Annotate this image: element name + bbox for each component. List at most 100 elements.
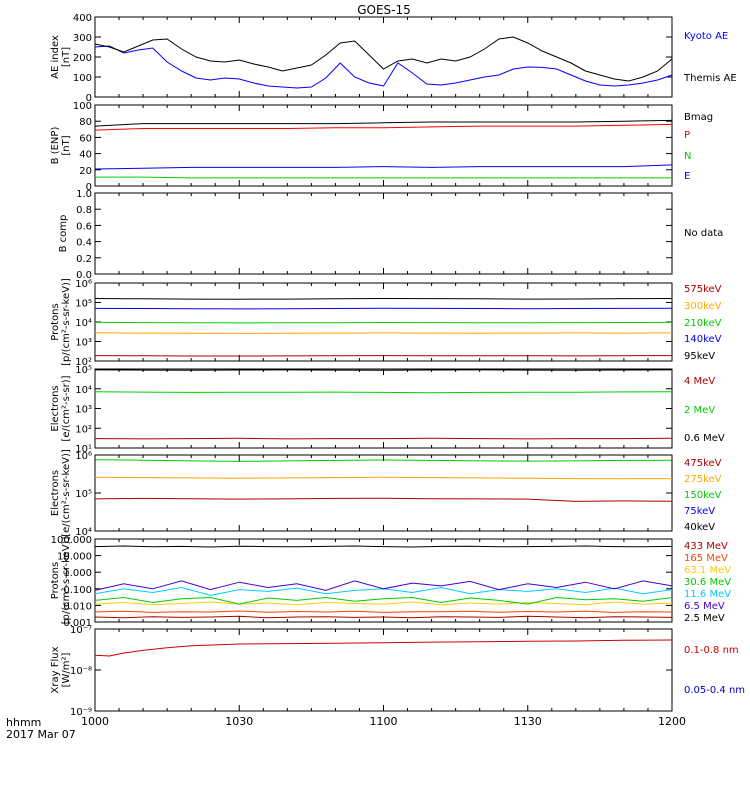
y-tick-label: 1.000 [63,568,92,579]
y-tick-label: 40 [79,150,92,161]
series-line-0-1-0-8-nm [94,639,673,657]
series-line-210kev [94,321,673,324]
panel-protons1: 10²10³10⁴10⁵10⁶Protons[p/(cm²-s-sr-keV)]… [50,278,722,368]
series-line-e [94,164,673,170]
series-line-30-6-mev [94,596,673,605]
panel-frame [94,16,673,98]
legend-entry: 40keV [684,522,715,533]
time-axis: hhmm 2017 Mar 07 1000 1030 1100 1130 1200 [6,715,686,741]
y-tick-label: 100 [73,73,92,84]
legend-entry: 2.5 MeV [684,613,725,624]
y-axis-label-line: Xray Flux [50,646,61,693]
no-data-status: No data [684,228,723,239]
chart-title: GOES-15 [357,3,411,17]
y-tick-label: 10³ [75,405,92,416]
time-tick-label: 1200 [658,715,686,728]
series-line-275kev [94,476,673,480]
legend-entry: 0.1-0.8 nm [684,645,739,656]
panel-frame [94,192,673,275]
legend-entry: P [684,130,690,141]
legend-entry: 575keV [684,284,722,295]
legend-entry: 30.6 MeV [684,577,731,588]
y-tick-label: 10¹ [75,444,92,455]
y-tick-label: 10⁴ [75,527,92,538]
series-line-63-1-mev [94,601,673,606]
legend-entry: 63.1 MeV [684,565,731,576]
y-tick-label: 0.010 [63,601,92,612]
legend-entry: 165 MeV [684,553,728,564]
y-tick-label: 0.001 [63,618,92,629]
y-tick-label: 300 [73,33,92,44]
y-tick-label: 10⁴ [75,385,92,396]
y-axis-label-line: [e/(cm²-s-sr-keV)] [61,449,72,537]
legend-entry: 0.05-0.4 nm [684,685,745,696]
y-tick-label: 0.4 [76,238,92,249]
time-tick-label: 1130 [514,715,542,728]
legend-entry: 2 MeV [684,405,715,416]
y-axis-label-line: [e/(cm²-s-sr)] [61,375,72,441]
y-tick-label: 60 [79,133,92,144]
y-tick-label: 0.100 [63,585,92,596]
y-axis-label: Xray Flux[W/m²] [50,646,72,693]
legend-entry: 0.6 MeV [684,433,725,444]
series-line-300kev [94,332,673,334]
legend-entry: E [684,171,690,182]
legend-entry: N [684,151,691,162]
legend-entry: 433 MeV [684,541,728,552]
y-axis-label: B comp [58,215,69,253]
time-tick-label: 1000 [81,715,109,728]
series-line-6-5-mev [94,580,673,591]
panel-xray: 10⁻⁹ 10⁻⁸ 10⁻⁷ Xray Flux[W/m²] 0.1-0.8 nm 0.0… [50,625,745,718]
y-tick-label: 100.000 [51,535,92,546]
y-tick-label: 80 [79,117,92,128]
time-axis-label-line1: hhmm [6,716,41,729]
y-tick-label: 10⁻⁸ [70,666,92,677]
y-axis-label-line: [nT] [61,47,72,67]
y-tick-label: 10⁶ [75,451,92,462]
panel-frame [94,104,673,187]
legend-entry: 150keV [684,490,722,501]
y-axis-label-line: Electrons [50,385,61,431]
y-tick-label: 10⁶ [75,279,92,290]
legend-entry: 4 MeV [684,376,715,387]
series-line-4-mev [94,437,673,440]
y-tick-label: 0.2 [76,254,92,265]
y-axis-label-line: [nT] [61,135,72,155]
series-line-2-mev [94,391,673,394]
legend-entry: 140keV [684,334,722,345]
y-tick-label: 0 [86,182,92,193]
legend-entry: Kyoto AE [684,31,728,42]
y-tick-label: 10³ [75,338,92,349]
panel-frame [94,282,673,362]
legend-entry: 475keV [684,458,722,469]
panel-bcomp: 0.0 0.2 0.4 0.6 0.8 1.0 B comp No data [58,189,723,281]
y-tick-label: 10⁵ [75,365,92,376]
y-axis-label-line: Protons [50,562,61,599]
series-line-n [95,176,672,179]
series-line-475kev [94,497,673,502]
y-tick-label: 400 [73,13,92,24]
panel-protons2: 0.001 0.010 0.100 1.000 10.000 100.000 Protons… [50,535,731,629]
y-axis-label-line: [W/m²] [61,652,72,687]
y-tick-label: 1.0 [76,189,92,200]
y-tick-label: 10.000 [57,552,92,563]
y-axis-label-line: Electrons [50,470,61,516]
series-line-2-5-mev [94,545,673,548]
legend-entry: 275keV [684,474,722,485]
legend-entry: Themis AE [683,73,737,84]
legend-entry: 11.6 MeV [684,589,731,600]
y-axis-label-line: B comp [58,215,69,253]
y-tick-label: 100 [73,101,92,112]
panel-frame [94,454,673,532]
series-line-165-mev [94,610,673,613]
y-tick-label: 10⁻⁹ [70,707,92,718]
legend-entry: 300keV [684,301,722,312]
y-tick-label: 0.8 [76,205,92,216]
time-axis-label-line2: 2017 Mar 07 [6,728,76,741]
y-axis-label: Electrons[e/(cm²-s-sr-keV)] [50,449,72,537]
series-line-themis-ae [94,36,673,82]
